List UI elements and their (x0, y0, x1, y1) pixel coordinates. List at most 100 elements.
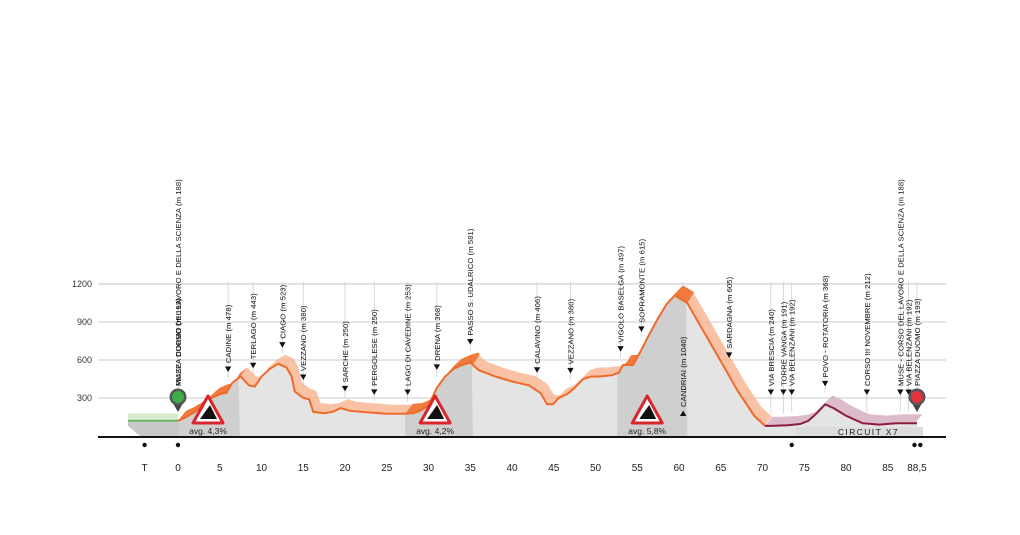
waypoint-marker-icon (780, 389, 787, 395)
x-tick-label: 40 (506, 463, 518, 474)
waypoint-marker-icon (433, 364, 441, 370)
waypoint-label: CIAGO (m 523) (278, 284, 287, 338)
waypoint-marker-icon (788, 389, 795, 395)
waypoint-label: VEZZANO (m 380) (566, 298, 575, 364)
x-tick-label: 20 (339, 463, 351, 474)
waypoint-label: CADINE (m 478) (224, 304, 233, 363)
timing-point-dot (918, 442, 923, 448)
x-tick-label: T (142, 463, 148, 474)
x-tick-label: 0 (175, 463, 181, 474)
waypoint-marker-icon (341, 385, 349, 392)
waypoint-label: PIAZZA DUOMO (m 193) (913, 298, 922, 386)
waypoint-marker-icon (905, 389, 912, 395)
neutral-zone-band (128, 413, 178, 420)
profile-ground-area (178, 295, 917, 436)
waypoint-marker-icon (279, 342, 286, 348)
x-tick-label: 60 (673, 463, 685, 474)
waypoint-label: SOPRAMONTE (m 615) (637, 238, 646, 322)
climb-shade-2 (405, 352, 480, 414)
mountain-icon (639, 405, 657, 419)
waypoint-label: SARCHE (m 250) (341, 321, 350, 383)
waypoint-marker-icon (567, 367, 574, 374)
waypoint-marker-icon (404, 389, 411, 395)
x-tick-label: 80 (840, 463, 852, 474)
timing-point-dot (175, 442, 181, 448)
timing-point-dot (142, 442, 147, 448)
y-tick-label: 600 (77, 355, 92, 365)
climb-area-2 (405, 362, 473, 436)
profile-line-group (128, 294, 917, 427)
x-tick-label: 85 (882, 463, 894, 474)
waypoint-label: SARDAGNA (m 605) (725, 276, 734, 348)
waypoint-label: PERGOLESE (m 250) (370, 309, 379, 386)
timing-point-dot (789, 442, 794, 448)
waypoint-label: PASSO S. UDALRICO (m 581) (466, 228, 475, 335)
x-tick-label: 15 (298, 463, 310, 474)
finish-pin-dot (910, 391, 923, 403)
waypoint-label: VIA BELENZANI (m 192) (788, 299, 797, 386)
waypoint-label: DRENA (m 368) (433, 305, 442, 361)
x-tick-label: 35 (465, 463, 477, 474)
waypoint-marker-icon (725, 352, 733, 358)
waypoint-marker-icon (249, 362, 257, 369)
waypoint-marker-icon (897, 389, 904, 395)
circuit-label: CIRCUIT X7 (838, 427, 899, 437)
waypoint-marker-icon (224, 366, 232, 373)
waypoint-marker-icon (371, 389, 378, 395)
y-tick-label: 300 (77, 393, 92, 403)
waypoint-label: CORSO III NOVEMBRE (m 212) (863, 273, 872, 386)
x-tick-label: 55 (632, 463, 644, 474)
circuit-line (765, 403, 917, 427)
waypoint-label: POVO - ROTATORIA (m 368) (821, 275, 830, 377)
profile-line (177, 294, 766, 427)
waypoint-label: TERLAGO (m 443) (249, 293, 258, 359)
start-pin-dot (172, 391, 184, 403)
waypoint-label: LAGO DI CAVEDINE (m 253) (404, 284, 413, 386)
climb-avg-gradient: avg. 5,8% (628, 426, 666, 436)
circuit-box (795, 427, 923, 437)
waypoint-marker-icon (300, 374, 307, 380)
mountain-icon (427, 405, 445, 419)
x-tick-label: 65 (715, 463, 727, 474)
waypoint-marker-icon (617, 346, 624, 352)
x-tick-label: 88,5 (907, 463, 927, 474)
waypoint-label: VIA BELENZANI (m 192) (905, 299, 914, 386)
x-tick-label: 30 (423, 463, 435, 474)
climb-markers: avg. 4,3% avg. 4,2% avg. 5,8% CIRCUIT X7 (189, 394, 923, 437)
waypoint-label: CANDRIAI (m 1040) (679, 336, 688, 407)
waypoint-marker-icon (863, 389, 871, 395)
x-tick-label: 45 (548, 463, 560, 474)
waypoint-label: MUSE - CORSO DEL LAVORO E DELLA SCIENZA … (174, 179, 183, 386)
circuit-top-band (765, 395, 923, 426)
y-tick-label: 1200 (72, 279, 92, 289)
y-tick-label: 900 (77, 317, 92, 327)
waypoint-labels: PIAZZA DUOMO (m 193)MUSE - CORSO DEL LAV… (174, 179, 922, 416)
waypoint-marker-icon (638, 326, 645, 332)
timing-point-dot (912, 442, 917, 448)
x-tick-label: 5 (217, 463, 223, 474)
x-axis: T 0 5 10 15 20 25 30 35 40 45 50 55 60 65 70 75 80 85 88,5 (98, 436, 946, 474)
waypoint-label: CALAVINO (m 406) (533, 296, 542, 364)
climb-avg-gradient: avg. 4,3% (189, 426, 227, 436)
profile-area (128, 285, 923, 436)
mountain-icon (200, 405, 217, 419)
waypoint-label: VEZZANO (m 380) (299, 305, 308, 371)
climb-area-3 (617, 295, 688, 436)
x-tick-label: 50 (590, 463, 602, 474)
start-base-block (128, 419, 178, 436)
waypoint-marker-icon (821, 380, 829, 387)
waypoint-label: VIA BRESCIA (m 240) (767, 309, 776, 386)
climb-shade-1 (178, 368, 247, 421)
waypoint-marker-icon (467, 339, 474, 345)
x-tick-label: 75 (799, 463, 811, 474)
x-tick-label: 10 (256, 463, 268, 474)
waypoint-label: PIAZZA DUOMO (m 193) (174, 298, 183, 386)
waypoint-marker-icon (767, 389, 775, 395)
waypoint-label: MUSE - CORSO DEL LAVORO E DELLA SCIENZA … (896, 179, 905, 386)
start-finish-markers (169, 388, 926, 412)
chart-grid: 300 600 900 1200 (72, 279, 946, 414)
waypoint-marker-icon (533, 367, 541, 373)
waypoint-marker-icon (679, 410, 687, 416)
waypoint-label: VIGOLO BASELGA (m 497) (617, 246, 626, 343)
